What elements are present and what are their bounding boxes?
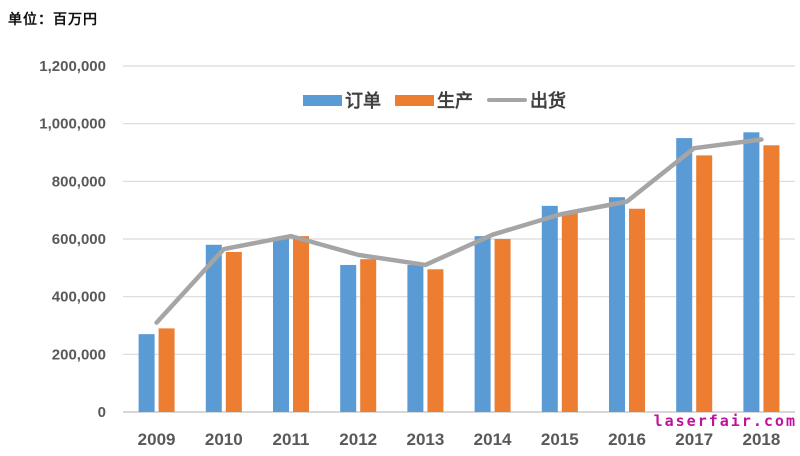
x-tick-label-2012: 2012 (339, 430, 377, 449)
x-tick-label-2015: 2015 (541, 430, 579, 449)
x-tick-label-2009: 2009 (138, 430, 176, 449)
bar-production-2014 (494, 239, 511, 412)
bar-production-2012 (360, 259, 377, 412)
bar-orders-2013 (407, 264, 424, 412)
legend-swatch-shipment-line (487, 98, 527, 102)
legend-swatch-production (395, 94, 434, 106)
x-tick-label-2014: 2014 (474, 430, 512, 449)
y-tick-label: 1,000,000 (39, 116, 106, 133)
bar-orders-2011 (273, 239, 289, 412)
x-tick-label-2013: 2013 (406, 430, 444, 449)
legend-swatch-orders (303, 94, 342, 106)
y-tick-label: 400,000 (52, 289, 106, 306)
y-tick-label: 0 (98, 404, 106, 421)
y-tick-label: 600,000 (52, 231, 106, 248)
y-tick-label: 800,000 (52, 173, 106, 190)
y-tick-label: 200,000 (52, 346, 106, 363)
line-shipment (154, 137, 764, 325)
unit-label: 单位：百万円 (8, 11, 98, 27)
legend-item-shipment: 出货 (487, 87, 566, 113)
bar-orders-2010 (205, 244, 222, 412)
bar-production-2015 (561, 213, 578, 412)
bar-production-2009 (158, 328, 175, 412)
bar-orders-2018 (743, 132, 760, 413)
legend: 订单 生产 出货 (303, 87, 580, 113)
bar-orders-2015 (541, 205, 558, 412)
legend-item-production: 生产 (395, 87, 473, 113)
legend-item-orders: 订单 (303, 87, 381, 113)
bar-orders-2012 (340, 264, 357, 412)
bar-production-2011 (293, 236, 309, 412)
x-tick-label-2010: 2010 (205, 430, 243, 449)
y-tick-label: 1,200,000 (39, 58, 106, 75)
watermark: laserfair.com (653, 412, 797, 430)
legend-label-shipment: 出货 (530, 91, 566, 111)
bar-orders-2014 (474, 236, 491, 412)
bar-production-2016 (629, 208, 645, 412)
bar-production-2018 (763, 145, 780, 412)
bar-orders-2016 (609, 197, 625, 412)
x-tick-label-2011: 2011 (273, 430, 310, 449)
legend-label-production: 生产 (437, 91, 473, 111)
x-tick-label-2017: 2017 (675, 430, 713, 449)
legend-label-orders: 订单 (345, 91, 381, 111)
bar-orders-2009 (138, 334, 155, 412)
bar-production-2013 (427, 269, 444, 412)
bar-production-2017 (696, 155, 713, 412)
x-tick-label-2016: 2016 (608, 430, 646, 449)
bar-orders-2017 (676, 138, 693, 413)
x-tick-label-2018: 2018 (742, 430, 780, 449)
bar-production-2010 (225, 251, 242, 412)
